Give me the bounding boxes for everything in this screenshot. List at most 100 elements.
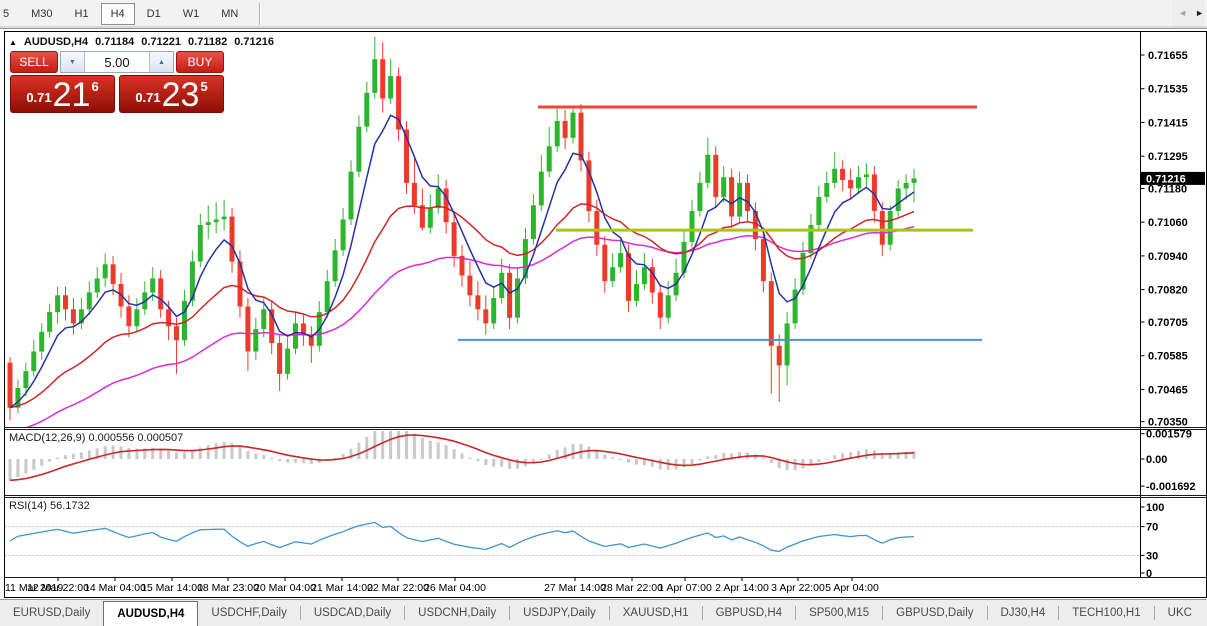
candle-body bbox=[657, 292, 663, 318]
chart-tab-usdcnh-daily[interactable]: USDCNH,Daily bbox=[418, 607, 497, 619]
sell-price-box[interactable]: 0.71 21 6 bbox=[10, 75, 115, 113]
macd-bar bbox=[841, 453, 845, 459]
timeframe-button-m30[interactable]: M30 bbox=[31, 8, 53, 20]
buy-price-sup: 5 bbox=[200, 79, 208, 94]
candle-body bbox=[784, 323, 790, 366]
macd-bar bbox=[270, 457, 274, 459]
candle-body bbox=[63, 295, 68, 310]
macd-bar bbox=[143, 448, 147, 459]
macd-bar bbox=[397, 431, 401, 459]
macd-bar bbox=[198, 447, 202, 459]
macd-bar bbox=[753, 454, 757, 459]
rsi-label: RSI(14) 56.1732 bbox=[9, 500, 90, 512]
tab-scroll-left-icon[interactable]: ◄ bbox=[1178, 8, 1188, 18]
chart-tab-tech100-h1[interactable]: TECH100,H1 bbox=[1072, 607, 1141, 619]
macd-bar bbox=[833, 455, 837, 459]
candle-body bbox=[641, 267, 647, 285]
candle-body bbox=[610, 267, 616, 282]
chart-tab-gbpusd-h4[interactable]: GBPUSD,H4 bbox=[715, 607, 783, 619]
candle-body bbox=[7, 362, 13, 408]
chart-tab-ukc[interactable]: UKC bbox=[1167, 607, 1192, 619]
candle-body bbox=[705, 154, 711, 183]
candle-body bbox=[39, 331, 45, 352]
macd-bar bbox=[135, 448, 139, 459]
candle-body bbox=[554, 121, 560, 147]
macd-bar bbox=[95, 448, 99, 459]
macd-bar bbox=[294, 459, 297, 463]
timeframe-button-5[interactable]: 5 bbox=[3, 8, 10, 20]
tab-separator bbox=[1153, 606, 1155, 620]
chart-background bbox=[4, 31, 1207, 598]
macd-bar bbox=[793, 459, 797, 471]
candle-body bbox=[213, 219, 219, 223]
candle-body bbox=[689, 211, 695, 242]
candle-body bbox=[94, 278, 100, 293]
tab-separator bbox=[882, 606, 884, 620]
candle-body bbox=[626, 253, 631, 301]
chart-tab-usdjpy-daily[interactable]: USDJPY,Daily bbox=[523, 607, 596, 619]
macd-bar bbox=[357, 442, 361, 459]
macd-bar bbox=[658, 459, 662, 470]
volume-decrease-icon[interactable]: ▼ bbox=[61, 52, 85, 72]
timeframe-button-mn[interactable]: MN bbox=[221, 8, 239, 20]
buy-button[interactable]: BUY bbox=[176, 51, 224, 73]
volume-increase-icon[interactable]: ▲ bbox=[149, 52, 173, 72]
sell-button[interactable]: SELL bbox=[10, 51, 58, 73]
macd-bar bbox=[420, 438, 424, 459]
candle-body bbox=[396, 76, 402, 130]
time-axis-label: 3 Apr 22:00 bbox=[771, 582, 825, 594]
macd-bar bbox=[904, 451, 908, 459]
candle-body bbox=[507, 272, 513, 318]
timeframe-button-d1[interactable]: D1 bbox=[146, 8, 161, 20]
chart-tab-usdchf-daily[interactable]: USDCHF,Daily bbox=[211, 607, 287, 619]
candle-body bbox=[332, 250, 338, 282]
candle-body bbox=[451, 222, 457, 256]
candle-body bbox=[483, 309, 489, 324]
candle-body bbox=[285, 348, 291, 374]
chart-tab-gbpusd-daily[interactable]: GBPUSD,Daily bbox=[896, 607, 974, 619]
candle-body bbox=[380, 59, 386, 99]
macd-bar bbox=[849, 452, 853, 459]
time-axis-label: 1 Apr 07:00 bbox=[658, 582, 712, 594]
chart-tab-usdcad-daily[interactable]: USDCAD,Daily bbox=[313, 607, 392, 619]
macd-bar bbox=[48, 459, 52, 462]
candle-body bbox=[237, 261, 243, 307]
chart-tab-eurusd-daily[interactable]: EURUSD,Daily bbox=[13, 607, 91, 619]
collapse-arrow-icon[interactable]: ▲ bbox=[9, 37, 17, 47]
buy-price-big: 23 bbox=[161, 76, 200, 114]
macd-bar bbox=[555, 450, 559, 459]
macd-bar bbox=[16, 459, 20, 478]
tab-separator bbox=[701, 606, 703, 620]
macd-bar bbox=[183, 452, 186, 459]
candle-body bbox=[70, 309, 76, 324]
macd-bar bbox=[175, 452, 178, 459]
candle-body bbox=[808, 225, 814, 254]
time-axis-label: 21 Mar 14:00 bbox=[311, 582, 373, 594]
chart-tab-audusd-h4[interactable]: AUDUSD,H4 bbox=[103, 601, 199, 626]
chart-tab-sp500-m15[interactable]: SP500,M15 bbox=[809, 607, 870, 619]
timeframe-button-h1[interactable]: H1 bbox=[74, 8, 89, 20]
macd-bar bbox=[373, 431, 377, 459]
macd-bar bbox=[32, 459, 36, 470]
macd-bar bbox=[698, 459, 702, 461]
timeframe-button-h4[interactable]: H4 bbox=[100, 3, 135, 25]
macd-bar bbox=[222, 442, 226, 459]
candle-body bbox=[253, 329, 259, 352]
candle-body bbox=[475, 295, 481, 310]
tab-scroll-right-icon[interactable]: ► bbox=[1195, 8, 1204, 18]
candle-body bbox=[150, 278, 156, 293]
time-axis-label: 22 Mar 22:00 bbox=[367, 582, 429, 594]
buy-price-box[interactable]: 0.71 23 5 bbox=[119, 75, 224, 113]
candle-body bbox=[205, 222, 211, 225]
macd-bar bbox=[492, 459, 496, 467]
candle-body bbox=[863, 174, 869, 178]
timeframe-button-w1[interactable]: W1 bbox=[182, 8, 200, 20]
volume-input[interactable]: 5.00 bbox=[85, 52, 149, 72]
chart-tab-dj30-h4[interactable]: DJ30,H4 bbox=[1000, 607, 1046, 619]
macd-bar bbox=[127, 447, 131, 459]
tab-separator bbox=[986, 606, 988, 620]
moving-averages bbox=[9, 114, 915, 427]
macd-bar bbox=[206, 445, 210, 459]
chart-tab-xauusd-h1[interactable]: XAUUSD,H1 bbox=[622, 607, 689, 619]
